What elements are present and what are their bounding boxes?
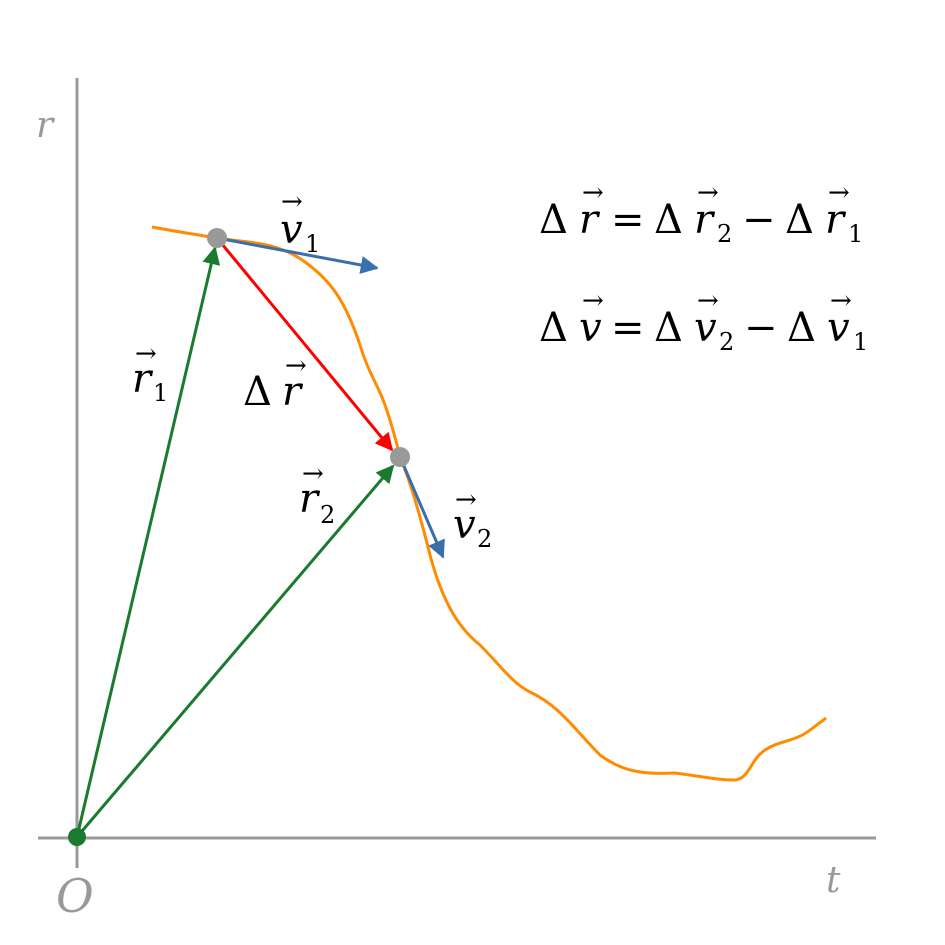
v2-subscript: 2: [477, 525, 492, 553]
r1-vector: [75, 246, 221, 838]
eq2-t1-delta: Δ: [654, 305, 683, 351]
v2-vector: [398, 456, 445, 559]
r2-arrow: →: [302, 459, 324, 489]
r2-vector: [75, 464, 395, 838]
eq2-t2-arrow: →: [830, 286, 852, 316]
eq2-t1-var: v: [694, 305, 717, 351]
eq1-lhs-delta: Δ: [539, 197, 568, 243]
eq1-equals: =: [611, 197, 645, 243]
vertical-axis-label: r: [36, 105, 55, 146]
eq2-t1-sub: 2: [719, 328, 734, 356]
r2-subscript: 2: [320, 501, 335, 529]
eq1-lhs-var: r: [579, 197, 601, 243]
r1-arrow: →: [135, 339, 157, 369]
label-r1: → r 1: [132, 339, 168, 407]
equation-delta-r: Δ → r = Δ → r 2 − Δ → r 1: [539, 178, 863, 248]
v1-subscript: 1: [305, 230, 320, 258]
eq2-t2-var: v: [827, 305, 850, 351]
point-2: [390, 447, 410, 467]
delta-r-arrow: →: [285, 351, 307, 381]
v2-symbol: v: [453, 502, 476, 548]
v1-arrow: →: [281, 187, 303, 217]
eq1-t2-arrow: →: [828, 178, 850, 208]
eq1-t1-sub: 2: [717, 220, 732, 248]
label-delta-r: Δ → r: [243, 351, 307, 415]
eq1-t2-var: r: [825, 197, 847, 243]
label-r2: → r 2: [299, 459, 335, 529]
point-1: [207, 228, 227, 248]
delta-r-vector: [215, 237, 394, 452]
label-v2: → v 2: [453, 485, 492, 553]
eq1-t1-delta: Δ: [654, 197, 683, 243]
v1-symbol: v: [280, 207, 303, 253]
eq2-t2-delta: Δ: [787, 305, 816, 351]
eq1-t2-delta: Δ: [785, 197, 814, 243]
eq1-t2-sub: 1: [848, 220, 863, 248]
eq1-minus: −: [742, 197, 776, 243]
origin-label: O: [56, 869, 94, 923]
origin-point: [68, 828, 86, 846]
horizontal-axis-label: t: [826, 860, 841, 901]
r2-symbol: r: [299, 476, 321, 522]
v1-vector: [216, 236, 379, 274]
eq2-lhs-arrow: →: [582, 286, 604, 316]
r1-subscript: 1: [153, 379, 168, 407]
trajectory-curve: [151, 225, 827, 782]
eq2-equals: =: [611, 305, 645, 351]
eq2-minus: −: [744, 305, 778, 351]
equation-delta-v: Δ → v = Δ → v 2 − Δ → v 1: [539, 286, 868, 356]
eq2-t1-arrow: →: [697, 286, 719, 316]
v2-arrow: →: [455, 485, 477, 515]
eq1-lhs-arrow: →: [582, 178, 604, 208]
r1-symbol: r: [132, 356, 154, 402]
eq1-t1-var: r: [694, 197, 716, 243]
label-v1: → v 1: [280, 187, 320, 258]
eq2-lhs-var: v: [579, 305, 602, 351]
delta-r-delta: Δ: [243, 369, 272, 415]
eq2-t2-sub: 1: [853, 328, 868, 356]
eq1-t1-arrow: →: [697, 178, 719, 208]
delta-r-symbol: r: [282, 369, 304, 415]
eq2-lhs-delta: Δ: [539, 305, 568, 351]
